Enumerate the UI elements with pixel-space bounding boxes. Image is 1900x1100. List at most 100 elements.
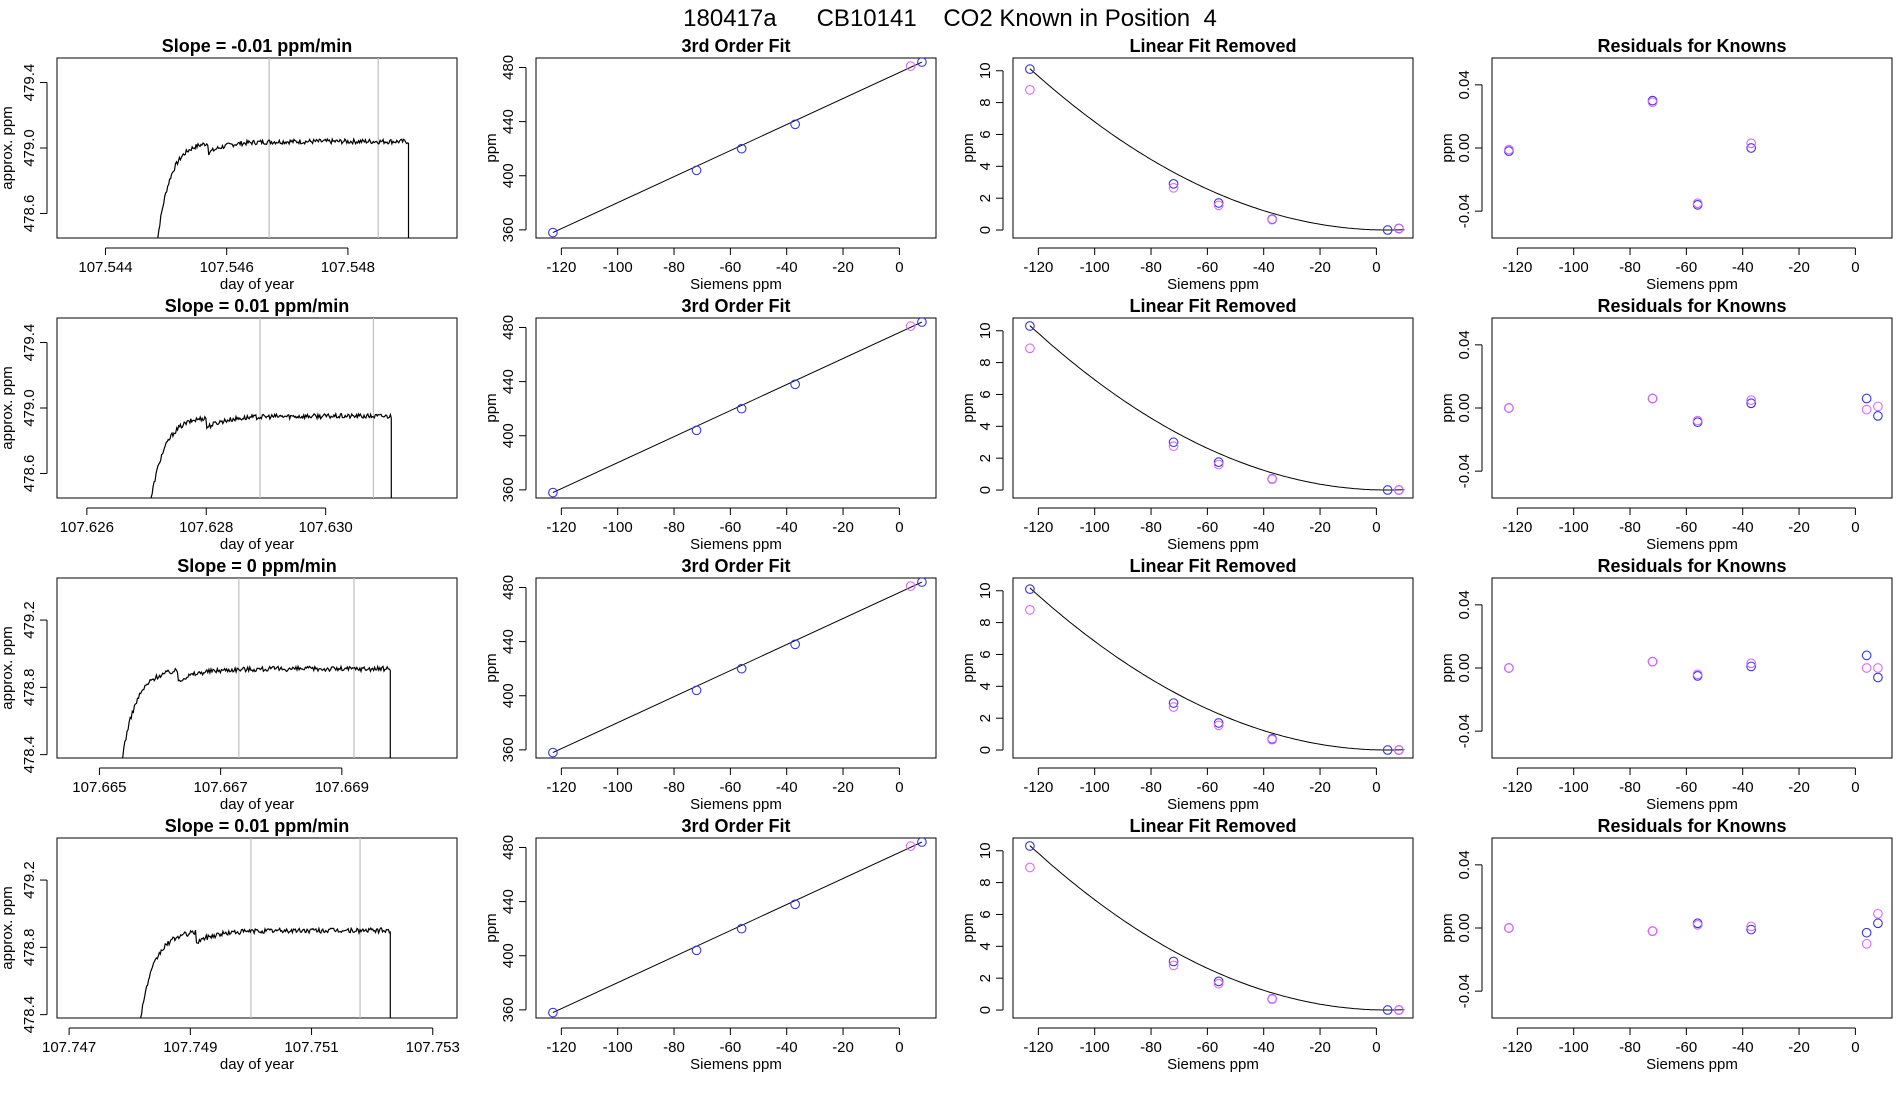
y-tick-label: 2 bbox=[977, 454, 994, 462]
panel-title: Linear Fit Removed bbox=[1129, 816, 1296, 836]
x-axis-label: Siemens ppm bbox=[1167, 796, 1259, 813]
x-tick-label: -100 bbox=[1080, 259, 1110, 276]
magenta-point bbox=[1692, 669, 1703, 680]
panel-title: Residuals for Knowns bbox=[1597, 556, 1786, 576]
x-tick-label: -40 bbox=[776, 779, 798, 796]
y-axis-label: approx. ppm bbox=[0, 366, 16, 449]
ppm-trace bbox=[121, 664, 391, 758]
magenta-point bbox=[1394, 1005, 1404, 1015]
y-tick-label: 360 bbox=[500, 997, 517, 1022]
x-tick-label: 107.667 bbox=[194, 779, 248, 796]
blue-point bbox=[736, 403, 747, 414]
blue-point bbox=[1168, 698, 1179, 708]
magenta-point bbox=[1168, 960, 1179, 971]
panels: Slope = -0.01 ppm/min 107.544 107.546 107.5… bbox=[0, 36, 1893, 1073]
plot-area bbox=[548, 838, 927, 1018]
magenta-point bbox=[1168, 702, 1179, 712]
magenta-point bbox=[1504, 663, 1514, 673]
x-tick-label: -40 bbox=[1253, 519, 1275, 536]
y-tick-label: 479.2 bbox=[21, 601, 38, 639]
x-tick-label: -100 bbox=[1559, 259, 1589, 276]
x-axis-label: Siemens ppm bbox=[1167, 536, 1259, 553]
chart-panel-r0-c0: Slope = -0.01 ppm/min 107.544 107.546 107.5… bbox=[0, 36, 458, 293]
x-tick-label: -60 bbox=[1197, 519, 1219, 536]
x-tick-label: -120 bbox=[1502, 519, 1532, 536]
x-tick-label: -120 bbox=[1023, 779, 1053, 796]
magenta-point bbox=[1504, 144, 1514, 155]
y-tick-label: 360 bbox=[500, 737, 517, 762]
x-tick-label: -80 bbox=[1619, 519, 1641, 536]
x-tick-label: -60 bbox=[1197, 779, 1219, 796]
panel-title: Linear Fit Removed bbox=[1129, 296, 1296, 316]
figure-title: 180417a CB10141 CO2 Known in Position 4 bbox=[683, 5, 1217, 32]
x-tick-label: -20 bbox=[832, 1039, 854, 1056]
y-tick-label: 480 bbox=[500, 55, 517, 80]
x-tick-label: -120 bbox=[1502, 259, 1532, 276]
y-tick-label: 478.4 bbox=[21, 996, 38, 1034]
y-tick-label: 479.0 bbox=[21, 129, 38, 167]
plot-frame bbox=[1012, 577, 1414, 759]
x-tick-label: 0 bbox=[1851, 519, 1859, 536]
x-tick-label: -120 bbox=[1502, 779, 1532, 796]
x-tick-label: -120 bbox=[1023, 1039, 1053, 1056]
fit-curve bbox=[1029, 587, 1405, 751]
x-tick-label: 107.669 bbox=[315, 779, 369, 796]
y-tick-label: 478.6 bbox=[21, 195, 38, 233]
x-tick-label: -40 bbox=[1253, 779, 1275, 796]
blue-point bbox=[917, 318, 927, 327]
x-tick-label: -100 bbox=[603, 259, 633, 276]
x-tick-label: -20 bbox=[1788, 1039, 1810, 1056]
x-tick-label: -120 bbox=[1023, 519, 1053, 536]
magenta-point bbox=[1267, 994, 1278, 1005]
x-tick-label: -20 bbox=[1309, 1039, 1331, 1056]
plot-frame bbox=[535, 577, 937, 759]
plot-frame bbox=[56, 57, 458, 239]
blue-point bbox=[1213, 457, 1224, 468]
ppm-trace bbox=[139, 926, 391, 1018]
y-axis-label: approx. ppm bbox=[0, 106, 16, 189]
y-tick-label: 0.00 bbox=[1456, 653, 1473, 682]
magenta-point bbox=[1746, 658, 1757, 669]
plot-frame bbox=[1012, 57, 1414, 239]
plot-area bbox=[150, 318, 392, 498]
y-tick-label: 400 bbox=[500, 163, 517, 188]
y-tick-label: 0.00 bbox=[1456, 133, 1473, 162]
plot-frame bbox=[56, 837, 458, 1019]
y-tick-label: 4 bbox=[977, 682, 994, 690]
x-tick-label: -20 bbox=[1309, 779, 1331, 796]
chart-panel-r3-c0: Slope = 0.01 ppm/min 107.747 107.749 107.75… bbox=[0, 816, 460, 1073]
blue-point bbox=[1168, 956, 1179, 967]
chart-panel-r0-c1: 3rd Order Fit -120 -100 -80 -60 -40 -20 0 Siemen… bbox=[483, 36, 937, 293]
blue-point bbox=[1025, 584, 1035, 595]
blue-point bbox=[1873, 411, 1883, 421]
y-tick-label: 478.6 bbox=[21, 455, 38, 493]
y-tick-label: 0.04 bbox=[1456, 70, 1473, 99]
blue-point bbox=[1861, 650, 1872, 661]
blue-point bbox=[917, 578, 927, 587]
x-tick-label: -20 bbox=[1788, 259, 1810, 276]
panel-title: 3rd Order Fit bbox=[681, 556, 790, 576]
y-axis-label: ppm bbox=[960, 393, 977, 422]
x-tick-label: -60 bbox=[720, 259, 742, 276]
magenta-point bbox=[1213, 978, 1224, 989]
blue-point bbox=[736, 143, 747, 154]
panel-title: 3rd Order Fit bbox=[681, 816, 790, 836]
magenta-point bbox=[1394, 745, 1404, 755]
blue-point bbox=[548, 227, 558, 238]
magenta-point bbox=[905, 841, 916, 851]
x-tick-label: 0 bbox=[895, 1039, 903, 1056]
x-tick-label: 107.751 bbox=[284, 1039, 338, 1056]
x-tick-label: 0 bbox=[1372, 519, 1380, 536]
x-axis-label: day of year bbox=[220, 276, 294, 293]
magenta-point bbox=[1213, 200, 1224, 211]
x-tick-label: -40 bbox=[1253, 1039, 1275, 1056]
plot-frame bbox=[1012, 317, 1414, 499]
y-tick-label: 2 bbox=[977, 714, 994, 722]
x-tick-label: -40 bbox=[1732, 519, 1754, 536]
x-tick-label: -80 bbox=[663, 259, 685, 276]
panel-title: Linear Fit Removed bbox=[1129, 556, 1296, 576]
x-tick-label: -20 bbox=[1788, 779, 1810, 796]
plot-frame bbox=[1491, 317, 1893, 499]
magenta-point bbox=[1861, 663, 1872, 673]
y-tick-label: 440 bbox=[500, 629, 517, 654]
